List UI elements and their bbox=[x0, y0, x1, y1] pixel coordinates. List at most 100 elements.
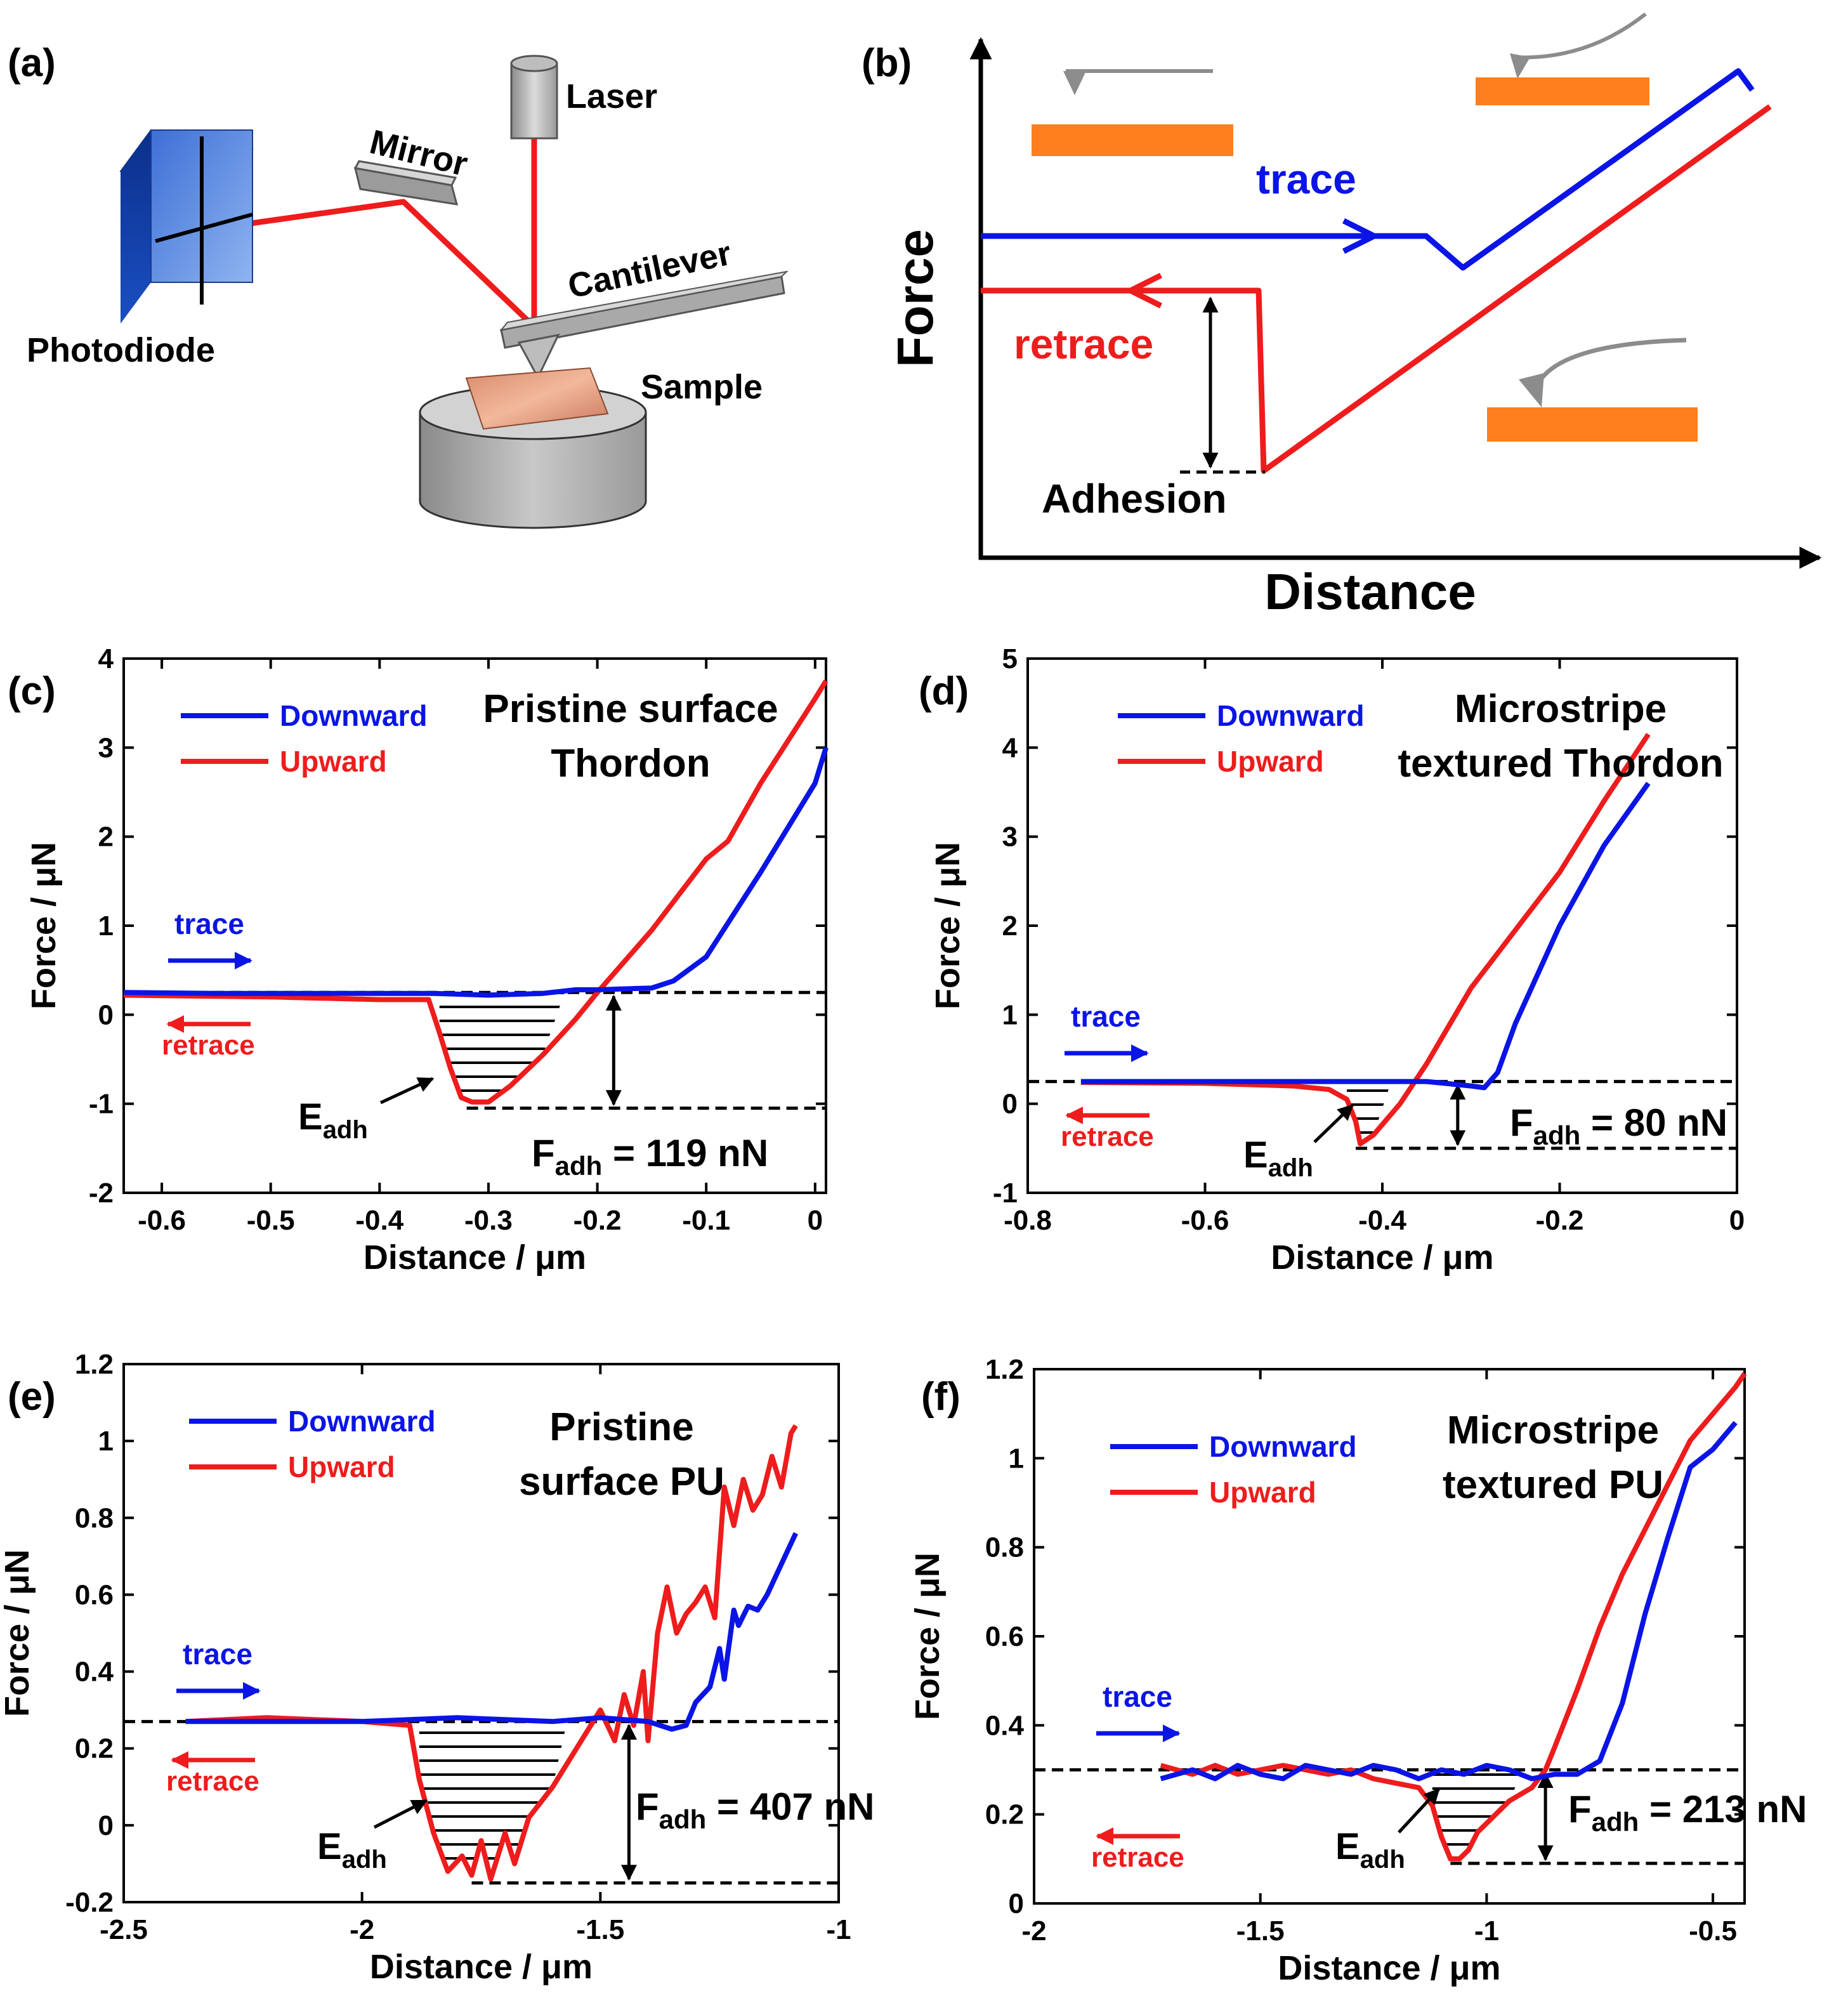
panel-c-ytick-label: 3 bbox=[98, 732, 114, 763]
panel-c-ytick-label: -1 bbox=[89, 1089, 114, 1120]
panel-c-eadh-arrow bbox=[379, 1077, 435, 1105]
panel-c-ytick-label: 0 bbox=[98, 999, 114, 1030]
panel-b: (b) Force Distance trace retrace Adhesio… bbox=[862, 12, 1822, 620]
panel-d-ytick-label: 1 bbox=[1002, 999, 1018, 1030]
panel-c-xlabel: Distance / μm bbox=[364, 1238, 586, 1277]
panel-f-ytick-label: 1.2 bbox=[985, 1354, 1024, 1385]
panel-e-xlabel: Distance / μm bbox=[370, 1948, 593, 1986]
cantilever-deflected-up-icon bbox=[1476, 12, 1649, 105]
panel-c-eadh-label: Eadh bbox=[298, 1096, 368, 1144]
panel-c-xtick-label: -0.4 bbox=[355, 1205, 403, 1236]
panel-d-eadh-label: Eadh bbox=[1243, 1134, 1313, 1182]
panel-e-eadh-arrow bbox=[373, 1799, 428, 1829]
panel-b-retrace-line bbox=[981, 104, 1772, 474]
panel-c-trace-label: trace bbox=[174, 907, 244, 940]
panel-d-label: (d) bbox=[919, 669, 969, 713]
photodiode-label: Photodiode bbox=[27, 331, 215, 369]
panel-d-ytick-label: -1 bbox=[993, 1178, 1018, 1209]
cantilever-free-icon bbox=[1032, 69, 1233, 156]
panel-e: (e) -2.5 -2 -1.5 -1 -0.2 0 0.2 0.4 0.6 0.8 1 1.2 Dist… bbox=[0, 1349, 874, 1986]
panel-a: (a) Laser Mirror Photodiode bbox=[8, 41, 789, 529]
laser-icon bbox=[510, 55, 558, 140]
panel-c-xtick-label: -0.5 bbox=[247, 1205, 295, 1236]
panel-d-ytick-label: 5 bbox=[1002, 643, 1018, 674]
panel-f: (f) -2 -1.5 -1 -0.5 0 0.2 0.4 0.6 0.8 1 1.2 Distance… bbox=[908, 1354, 1807, 1987]
panel-e-series-upward bbox=[185, 1424, 798, 1882]
panel-f-eadh-label: Eadh bbox=[1335, 1826, 1405, 1874]
panel-c-legend-upward: Upward bbox=[280, 745, 387, 778]
panel-c-eadh-region bbox=[439, 992, 565, 1102]
panel-d-ytick-label: 0 bbox=[1002, 1089, 1018, 1120]
panel-c-xtick-label: 0 bbox=[808, 1205, 823, 1236]
panel-d-xtick-label: 0 bbox=[1729, 1205, 1745, 1236]
panel-c-ytick-label: 1 bbox=[98, 910, 114, 942]
panel-e-xtick-label: -2.5 bbox=[100, 1914, 148, 1945]
panel-c-xtick-label: -0.6 bbox=[138, 1205, 186, 1236]
panel-f-xtick-label: -2 bbox=[1021, 1915, 1046, 1947]
panel-d-eadh-arrow bbox=[1313, 1104, 1354, 1143]
panel-f-eadh-arrow bbox=[1398, 1788, 1440, 1834]
panel-d-series-downward bbox=[1080, 782, 1651, 1091]
panel-d-xtick-label: -0.8 bbox=[1004, 1205, 1052, 1236]
panel-e-legend-downward: Downward bbox=[288, 1405, 436, 1438]
panel-e-eadh-label: Eadh bbox=[317, 1826, 387, 1874]
panel-c-title-line: Pristine surface bbox=[483, 687, 778, 731]
cantilever-icon bbox=[499, 270, 789, 380]
panel-e-legend-upward: Upward bbox=[288, 1450, 395, 1483]
panel-e-series-downward bbox=[185, 1532, 799, 1732]
sample-label: Sample bbox=[641, 368, 763, 406]
panel-f-retrace-label: retrace bbox=[1091, 1842, 1184, 1873]
panel-b-xlabel: Distance bbox=[1264, 563, 1476, 620]
panel-e-xtick-label: -1 bbox=[826, 1914, 851, 1945]
panel-d-xtick-label: -0.6 bbox=[1181, 1205, 1229, 1236]
panel-d-title-line: textured Thordon bbox=[1398, 742, 1723, 785]
panel-d-retrace-label: retrace bbox=[1061, 1121, 1154, 1152]
panel-b-retrace-arrowhead bbox=[1124, 272, 1163, 309]
panel-c-xtick-label: -0.1 bbox=[682, 1205, 730, 1236]
panel-f-ytick-label: 1 bbox=[1009, 1443, 1024, 1474]
panel-f-ytick-label: 0.4 bbox=[985, 1710, 1025, 1741]
panel-b-ylabel: Force bbox=[887, 229, 943, 367]
panel-b-label: (b) bbox=[862, 41, 912, 85]
panel-c-label: (c) bbox=[8, 669, 56, 713]
panel-e-ytick-label: 0 bbox=[98, 1810, 114, 1841]
panel-f-legend-upward: Upward bbox=[1209, 1476, 1316, 1509]
panel-e-ytick-label: 0.8 bbox=[75, 1502, 114, 1534]
panel-e-trace-label: trace bbox=[183, 1638, 252, 1671]
panel-a-label: (a) bbox=[8, 41, 56, 85]
panel-d-ytick-label: 2 bbox=[1002, 910, 1018, 942]
panel-e-ytick-label: -0.2 bbox=[65, 1887, 114, 1918]
panel-f-title-line: textured PU bbox=[1443, 1463, 1663, 1507]
panel-d-xtick-label: -0.4 bbox=[1358, 1205, 1406, 1236]
panel-e-xtick-label: -1.5 bbox=[576, 1914, 624, 1945]
panel-d-series-upward bbox=[1080, 733, 1651, 1146]
mirror-icon bbox=[353, 160, 459, 206]
panel-f-fadh-label: Fadh = 213 nN bbox=[1568, 1788, 1807, 1837]
panel-b-adhesion-label: Adhesion bbox=[1042, 476, 1227, 522]
panel-e-title-line: surface PU bbox=[519, 1460, 724, 1504]
panel-c-xtick-label: -0.3 bbox=[464, 1205, 513, 1236]
panel-c-title-line: Thordon bbox=[551, 742, 710, 785]
panel-f-trace-label: trace bbox=[1103, 1680, 1172, 1713]
panel-d-ytick-label: 4 bbox=[1002, 732, 1018, 763]
panel-b-trace-label: trace bbox=[1256, 155, 1356, 202]
panel-d-legend-upward: Upward bbox=[1217, 745, 1324, 778]
panel-d-ylabel: Force / μN bbox=[929, 842, 967, 1009]
panel-f-ytick-label: 0 bbox=[1009, 1888, 1024, 1919]
panel-e-ytick-label: 0.2 bbox=[75, 1733, 114, 1764]
panel-f-label: (f) bbox=[921, 1375, 960, 1419]
cantilever-deflected-down-icon bbox=[1487, 338, 1698, 442]
sample-stage-icon bbox=[419, 367, 647, 529]
panel-c-series-downward bbox=[123, 747, 829, 998]
panel-c-fadh-label: Fadh = 119 nN bbox=[532, 1132, 768, 1181]
panel-f-ylabel: Force / μN bbox=[908, 1553, 947, 1720]
panel-f-xtick-label: -1.5 bbox=[1236, 1915, 1285, 1947]
panel-b-trace-line bbox=[981, 68, 1755, 271]
panel-c-legend-downward: Downward bbox=[280, 699, 428, 732]
laser-beam bbox=[206, 136, 537, 330]
panel-b-trace-arrowhead bbox=[1342, 218, 1381, 254]
panel-d-xtick-label: -0.2 bbox=[1536, 1205, 1584, 1236]
panel-e-label: (e) bbox=[8, 1375, 56, 1419]
panel-e-ytick-label: 0.4 bbox=[75, 1657, 114, 1688]
